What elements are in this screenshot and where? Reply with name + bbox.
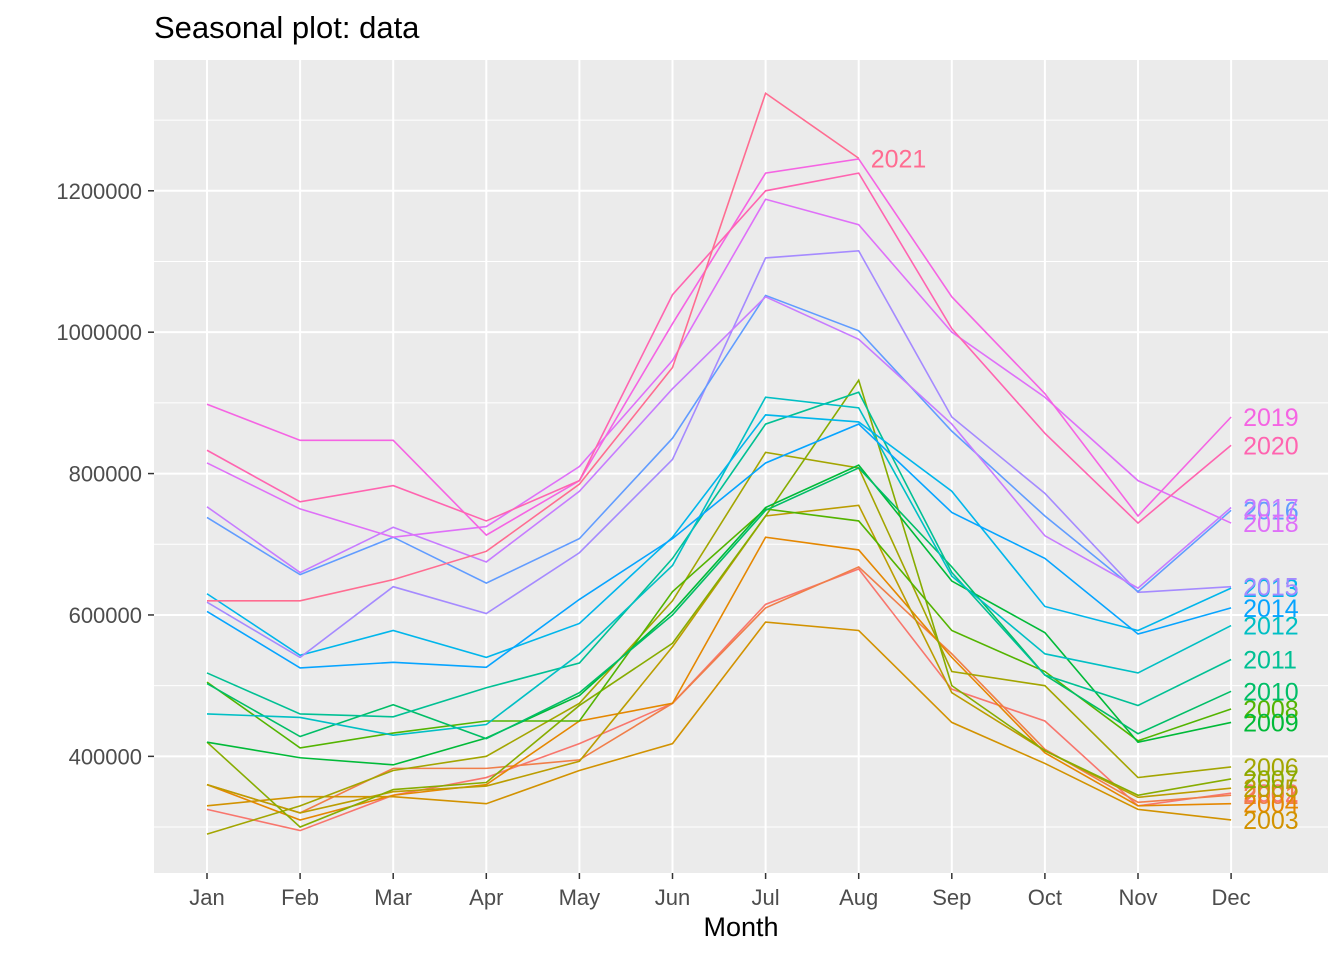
series-label-2019: 2019: [1243, 404, 1299, 432]
series-line-2016: [206, 294, 1232, 593]
x-axis: Jan Feb Mar Apr May Jun Jul Aug Sep Oct Nov Dec: [189, 873, 1251, 910]
series-label-2021: 2021: [871, 145, 927, 173]
series-line-2017: [206, 295, 1232, 590]
series-line-2012: [206, 396, 1232, 736]
x-tick-label: Mar: [374, 885, 412, 910]
series-label-2002: 2002: [1243, 780, 1299, 808]
x-tick-label: Aug: [839, 885, 878, 910]
x-tick-label: Oct: [1028, 885, 1062, 910]
series-label-2011: 2011: [1243, 646, 1297, 674]
series-label-2020: 2020: [1243, 432, 1299, 460]
y-axis: 400000 600000 800000 1000000 1200000: [56, 179, 154, 769]
series-label-2014: 2014: [1243, 595, 1299, 623]
series-line-2020: [206, 172, 1232, 525]
series-label-2004: 2004: [1243, 791, 1299, 819]
series-line-2006: [206, 451, 1232, 835]
series-line-2021: [207, 91, 860, 602]
series-line-2013: [206, 414, 1232, 659]
series-line-2018: [206, 198, 1232, 539]
x-tick-label: Jan: [189, 885, 224, 910]
series-line-2004: [206, 536, 1232, 821]
series-line-2011: [206, 391, 1232, 718]
y-tick-label: 800000: [69, 462, 142, 487]
x-tick-label: Jun: [655, 885, 690, 910]
series-label-2010: 2010: [1243, 678, 1299, 706]
x-tick-label: Sep: [932, 885, 971, 910]
x-tick-label: Dec: [1212, 885, 1251, 910]
series-label-2015: 2015: [1243, 574, 1299, 602]
series-label-2008: 2008: [1243, 696, 1299, 724]
y-tick-label: 1000000: [56, 320, 142, 345]
series-line-2008: [206, 508, 1232, 749]
series-line-2002: [206, 568, 1232, 832]
series-label-2005: 2005: [1243, 775, 1299, 803]
series-line-2015: [206, 250, 1232, 659]
series-line-2014: [206, 423, 1232, 669]
y-tick-label: 1200000: [56, 179, 142, 204]
series-line-2007: [206, 378, 1232, 828]
x-tick-label: Jul: [752, 885, 780, 910]
series-lines: [206, 91, 1232, 835]
chart-title: Seasonal plot: data: [154, 10, 420, 45]
series-label-2012: 2012: [1243, 613, 1299, 641]
series-line-2019: [206, 158, 1232, 537]
y-tick-label: 400000: [69, 744, 142, 769]
x-tick-label: May: [559, 885, 601, 910]
series-label-2007: 2007: [1243, 766, 1299, 794]
series-line-2010: [206, 466, 1232, 740]
series-label-2003: 2003: [1243, 807, 1299, 835]
x-axis-title: Month: [703, 912, 779, 942]
x-tick-label: Apr: [469, 885, 503, 910]
series-label-2018: 2018: [1243, 510, 1299, 538]
series-label-2013: 2013: [1243, 575, 1299, 603]
plot-panel: [154, 60, 1328, 873]
series-line-2009: [206, 464, 1232, 766]
series-label-2006: 2006: [1243, 754, 1299, 782]
series-label-2017: 2017: [1243, 495, 1299, 523]
x-tick-label: Nov: [1118, 885, 1157, 910]
minor-gridlines: [154, 119, 1328, 828]
y-tick-label: 600000: [69, 603, 142, 628]
x-tick-label: Feb: [281, 885, 319, 910]
series-label-2009: 2009: [1243, 709, 1299, 737]
series-label-2001: 2001: [1243, 782, 1299, 810]
series-label-2016: 2016: [1243, 497, 1299, 525]
